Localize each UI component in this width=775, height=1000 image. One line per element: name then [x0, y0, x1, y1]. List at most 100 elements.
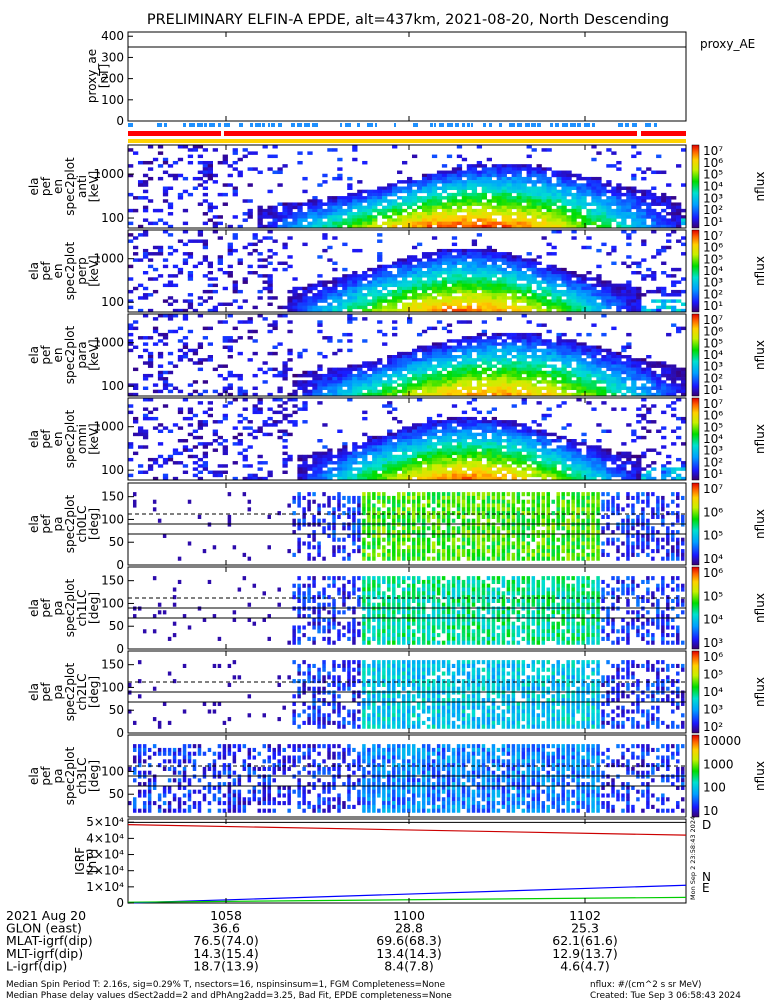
panel-ylabel: ela: [27, 599, 41, 617]
panel-ylabel: pef: [39, 176, 53, 196]
colorbar-tick: 10³: [703, 360, 723, 374]
colorbar: [691, 482, 700, 566]
colorbar-tick: 10¹: [703, 299, 723, 313]
proxy-ae-ylabel: [nT]: [97, 64, 111, 88]
red-bar-1: [128, 131, 221, 136]
red-bar-2: [224, 131, 637, 136]
proxy-ae-panel: proxy_AE 400 300 200 100 0 proxy_ae[nT]: [85, 29, 755, 128]
pa-ytick: 100: [101, 764, 124, 778]
pa-ytick: 50: [109, 703, 124, 717]
pa-ytick: 150: [101, 658, 124, 672]
proxy-ae-ytick: 400: [101, 29, 124, 43]
panel-ylabel: spec2plot: [63, 494, 77, 553]
colorbar: [691, 313, 700, 397]
panel-ylabel: pef: [39, 766, 53, 786]
panel-ylabel: spec2plot: [63, 662, 77, 721]
panel-ylabel: ela: [27, 683, 41, 701]
pa-ytick: 0: [116, 642, 124, 656]
igrf-ytick: 4×10⁴: [86, 831, 124, 845]
colorbar-label: nflux: [753, 256, 767, 286]
colorbar-tick: 10⁴: [703, 348, 723, 362]
colorbar-tick: 10⁷: [703, 313, 723, 327]
panel-ylabel: ch0LC: [75, 506, 89, 543]
colorbar-tick: 10⁶: [703, 650, 723, 664]
panel-ylabel: pef: [39, 261, 53, 281]
plot-title: PRELIMINARY ELFIN-A EPDE, alt=437km, 202…: [147, 12, 669, 28]
igrf-ytick: 5×10⁴: [86, 815, 124, 829]
energy-ytick: 100: [101, 295, 124, 309]
panel-ylabel: en: [51, 179, 65, 194]
panel-ylabel: pa: [51, 769, 65, 784]
colorbar-tick: 10¹: [703, 215, 723, 229]
igrf-series-line: [127, 884, 687, 904]
ephemeris-label: 2021 Aug 20: [6, 908, 86, 923]
energy-ytick: 100: [101, 211, 124, 225]
colorbar-tick: 10⁶: [703, 566, 723, 580]
panel-ylabel: [deg]: [87, 676, 101, 708]
igrf-ytick: 1×10⁴: [86, 880, 124, 894]
colorbar-tick: 10⁴: [703, 264, 723, 278]
panel-ylabel: para: [75, 341, 89, 368]
panel-ylabel: pa: [51, 517, 65, 532]
energy-spectrogram: 1000100elapefenspec2plotanti[keV]10⁷10⁶1…: [27, 144, 767, 229]
side-timestamp: Mon Sep 2 23:58:43 2024: [689, 816, 697, 900]
pa-ytick: 100: [101, 512, 124, 526]
energy-spectrogram: 1000100elapefenspec2plotpara[keV]10⁷10⁶1…: [27, 313, 767, 397]
energy-ytick: 100: [101, 463, 124, 477]
panel-ylabel: [keV]: [87, 339, 101, 370]
panel-ylabel: ela: [27, 430, 41, 448]
colorbar: [691, 144, 700, 229]
panel-ylabel: [keV]: [87, 171, 101, 202]
ephemeris-table: 2021 Aug 20 1058 1100 1102 GLON (east) 36.6 28…: [6, 32, 618, 973]
pa-ytick: 50: [109, 619, 124, 633]
ephemeris-value: 1102: [569, 908, 601, 923]
colorbar-tick: 10²: [703, 287, 723, 301]
red-bar-3: [641, 131, 686, 136]
panel-ylabel: en: [51, 432, 65, 447]
colorbar-tick: 10²: [703, 371, 723, 385]
panel-ylabel: spec2plot: [63, 409, 77, 468]
colorbar-tick: 10¹: [703, 383, 723, 397]
colorbar-tick: 10²: [703, 203, 723, 217]
panel-ylabel: pef: [39, 514, 53, 534]
panel-ylabel: en: [51, 264, 65, 279]
footer-line-2: Median Phase delay values dSect2add=2 an…: [6, 991, 452, 1000]
ephemeris-label: L-igrf(dip): [6, 958, 67, 973]
igrf-series-line: [127, 896, 687, 903]
colorbar-tick: 100: [703, 781, 726, 795]
yellow-bar: [128, 139, 686, 143]
igrf-ytick: 3×10⁴: [86, 848, 124, 862]
colorbar-label: nflux: [753, 677, 767, 707]
pa-ytick: 100: [101, 596, 124, 610]
igrf-series-line: [127, 824, 687, 836]
colorbar-tick: 10⁶: [703, 409, 723, 423]
colorbar-tick: 10⁷: [703, 482, 723, 496]
ephemeris-value: 1058: [210, 908, 242, 923]
igrf-legend: E: [702, 881, 710, 895]
panel-ylabel: ela: [27, 767, 41, 785]
panel-ylabel: en: [51, 348, 65, 363]
energy-ytick: 1000: [93, 252, 124, 266]
colorbar-tick: 10⁵: [703, 529, 723, 543]
igrf-ytick: 2×10⁴: [86, 864, 124, 878]
panel-ylabel: pef: [39, 682, 53, 702]
colorbar-tick: 10³: [703, 276, 723, 290]
colorbar-tick: 10⁴: [703, 552, 723, 566]
colorbar-tick: 10¹: [703, 467, 723, 481]
colorbar-tick: 10⁷: [703, 397, 723, 411]
ephemeris-value: 4.6(4.7): [560, 958, 610, 973]
panel-ylabel: spec2plot: [63, 578, 77, 637]
panel-ylabel: ch2LC: [75, 674, 89, 711]
ephemeris-label: GLON (east): [6, 921, 82, 936]
panel-ylabel: pef: [39, 345, 53, 365]
panel-ylabel: ela: [27, 515, 41, 533]
ephemeris-value: 69.6(68.3): [376, 933, 441, 948]
ephemeris-value: 1100: [393, 908, 425, 923]
igrf-legend: D: [702, 818, 711, 832]
colorbar-label: nflux: [753, 761, 767, 791]
panel-ylabel: omni: [75, 424, 89, 454]
